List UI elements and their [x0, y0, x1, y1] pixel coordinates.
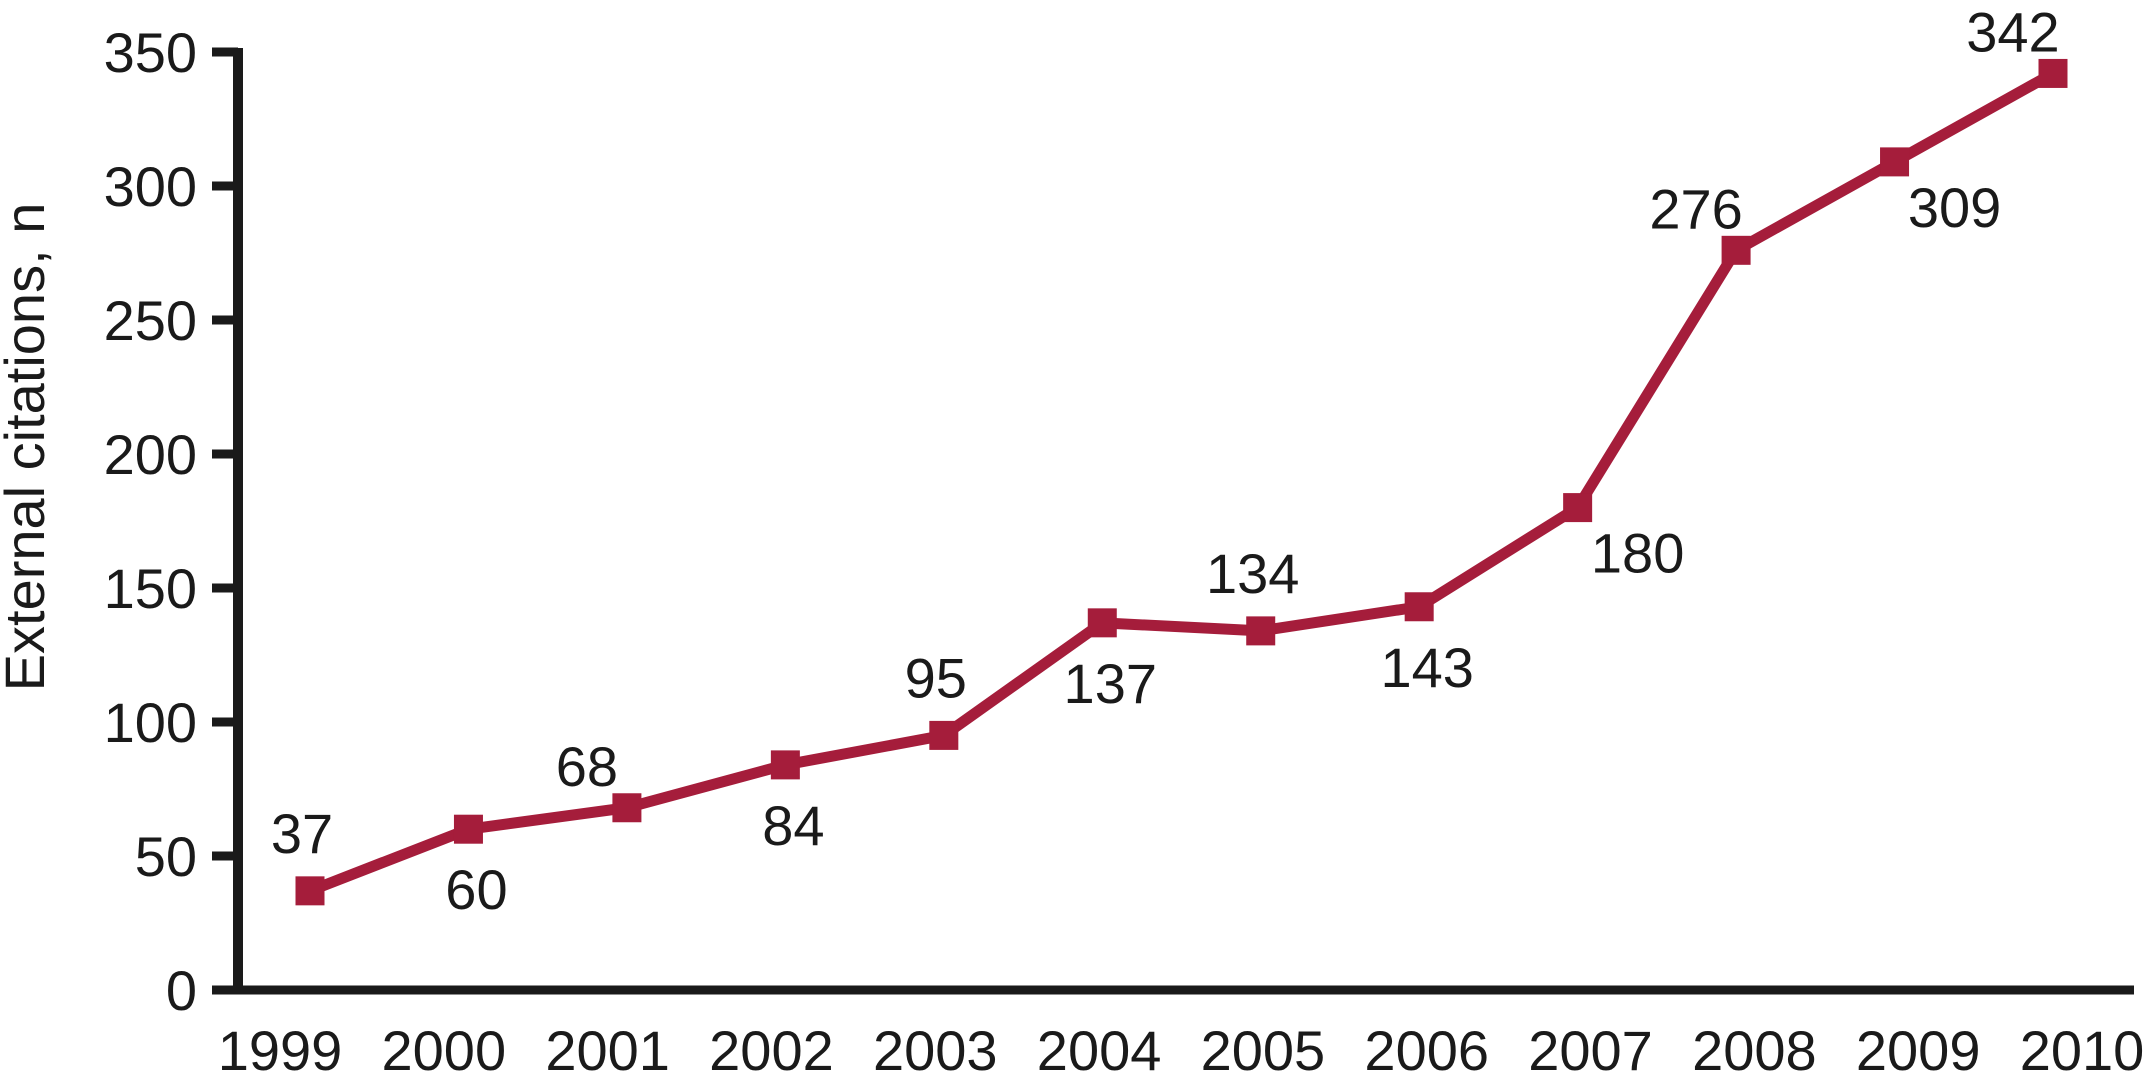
data-point-label: 60 — [445, 858, 507, 921]
y-tick-label: 50 — [135, 825, 197, 888]
data-point-label: 68 — [556, 735, 618, 798]
data-point-marker — [1721, 235, 1751, 265]
y-tick-label: 100 — [104, 691, 197, 754]
x-tick-label: 2003 — [873, 1019, 998, 1082]
data-point-marker — [2038, 58, 2068, 88]
data-point-marker — [1404, 592, 1434, 622]
data-point-label: 276 — [1649, 177, 1742, 240]
data-point-marker — [1563, 493, 1593, 523]
data-point-marker — [1246, 616, 1276, 646]
x-tick-label: 2008 — [1692, 1019, 1817, 1082]
data-point-label: 137 — [1064, 652, 1157, 715]
data-point-marker — [453, 814, 483, 844]
x-tick-label: 2006 — [1364, 1019, 1489, 1082]
x-tick-label: 2004 — [1037, 1019, 1162, 1082]
series-line — [308, 68, 2056, 896]
data-point-label: 309 — [1908, 176, 2001, 239]
x-tick-label: 1999 — [218, 1019, 343, 1082]
data-point-marker — [929, 720, 959, 750]
data-point-marker — [295, 876, 325, 906]
data-point-label: 95 — [905, 646, 967, 709]
x-tick-label: 2007 — [1528, 1019, 1653, 1082]
x-tick-label: 2010 — [2020, 1019, 2144, 1082]
y-tick-label: 250 — [104, 289, 197, 352]
data-point-label: 342 — [1966, 0, 2059, 63]
y-tick-label: 200 — [104, 423, 197, 486]
data-point-label: 84 — [762, 794, 824, 857]
y-tick-label: 0 — [166, 959, 197, 1022]
data-point-label: 180 — [1591, 522, 1684, 585]
x-tick-label: 2005 — [1201, 1019, 1326, 1082]
y-axis-title: External citations, n — [0, 203, 56, 692]
data-point-marker — [1880, 147, 1910, 177]
y-tick-label: 350 — [104, 21, 197, 84]
x-tick-label: 2002 — [709, 1019, 834, 1082]
data-point-marker — [612, 793, 642, 823]
data-point-marker — [1087, 608, 1117, 638]
y-tick-label: 150 — [104, 557, 197, 620]
data-point-label: 143 — [1380, 636, 1473, 699]
x-tick-label: 2009 — [1856, 1019, 1981, 1082]
x-tick-label: 2000 — [382, 1019, 507, 1082]
data-point-label: 37 — [271, 802, 333, 865]
data-point-label: 134 — [1206, 542, 1299, 605]
x-tick-label: 2001 — [545, 1019, 670, 1082]
y-tick-label: 300 — [104, 155, 197, 218]
data-point-marker — [770, 750, 800, 780]
